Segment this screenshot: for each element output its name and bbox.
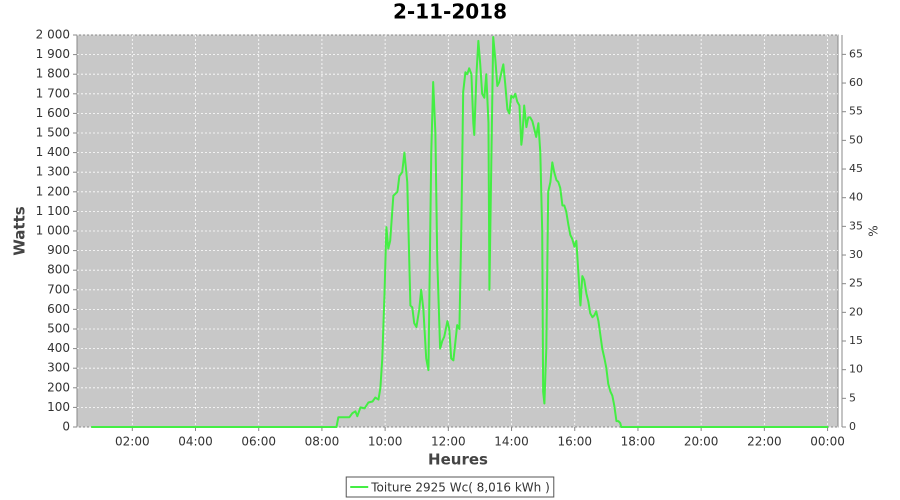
y-tick-label: 1 900 — [36, 47, 70, 61]
y-tick-label: 400 — [47, 341, 70, 355]
legend: Toiture 2925 Wc( 8,016 kWh ) — [345, 476, 555, 498]
y-tick-label: 2 000 — [36, 28, 70, 42]
y2-tick-label: 50 — [849, 133, 863, 146]
y-tick-label: 100 — [47, 400, 70, 414]
y-tick-label: 1 700 — [36, 86, 70, 100]
y2-tick-label: 10 — [849, 363, 863, 376]
y2-tick-label: 65 — [849, 47, 863, 60]
data-line — [91, 35, 829, 428]
legend-box — [345, 476, 555, 498]
y2-tick-label: 35 — [849, 219, 863, 232]
y-tick-label: 800 — [47, 263, 70, 277]
x-axis-title: Heures — [428, 451, 488, 469]
y-tick-label: 1 000 — [36, 224, 70, 238]
y-tick-label: 1 500 — [36, 126, 70, 140]
legend-label: Toiture 2925 Wc( 8,016 kWh ) — [370, 481, 550, 495]
y2-tick-label: 20 — [849, 305, 863, 318]
x-tick-label: 20:00 — [684, 435, 719, 449]
y2-tick-label: 55 — [849, 105, 863, 118]
y2-axis-title: % — [867, 225, 881, 236]
x-tick-label: 02:00 — [115, 435, 150, 449]
x-tick-label: 04:00 — [178, 435, 213, 449]
y2-tick-label: 0 — [849, 420, 856, 433]
chart-title: 2-11-2018 — [393, 0, 507, 24]
y2-tick-label: 40 — [849, 191, 863, 204]
y-tick-label: 500 — [47, 322, 70, 336]
x-tick-label: 14:00 — [494, 435, 529, 449]
x-tick-label: 16:00 — [557, 435, 592, 449]
y-tick-label: 300 — [47, 361, 70, 375]
y-tick-label: 1 600 — [36, 106, 70, 120]
y2-tick-label: 15 — [849, 334, 863, 347]
y2-tick-label: 25 — [849, 277, 863, 290]
y2-tick-label: 45 — [849, 162, 863, 175]
y-tick-label: 0 — [62, 420, 70, 434]
x-tick-label: 10:00 — [368, 435, 403, 449]
y2-tick-label: 60 — [849, 76, 863, 89]
y-tick-label: 1 400 — [36, 145, 70, 159]
x-tick-label: 12:00 — [431, 435, 466, 449]
x-tick-label: 06:00 — [241, 435, 276, 449]
x-tick-label: 00:00 — [810, 435, 845, 449]
y-tick-label: 200 — [47, 380, 70, 394]
y-tick-label: 900 — [47, 243, 70, 257]
y-tick-label: 600 — [47, 302, 70, 316]
y-tick-label: 1 200 — [36, 184, 70, 198]
y-axis-title: Watts — [11, 206, 29, 255]
y2-tick-label: 5 — [849, 391, 856, 404]
y-tick-label: 700 — [47, 282, 70, 296]
x-tick-label: 08:00 — [305, 435, 340, 449]
x-tick-label: 18:00 — [621, 435, 656, 449]
x-tick-label: 22:00 — [747, 435, 782, 449]
y-tick-label: 1 100 — [36, 204, 70, 218]
y-tick-label: 1 300 — [36, 165, 70, 179]
y-tick-label: 1 800 — [36, 67, 70, 81]
y2-tick-label: 30 — [849, 248, 863, 261]
